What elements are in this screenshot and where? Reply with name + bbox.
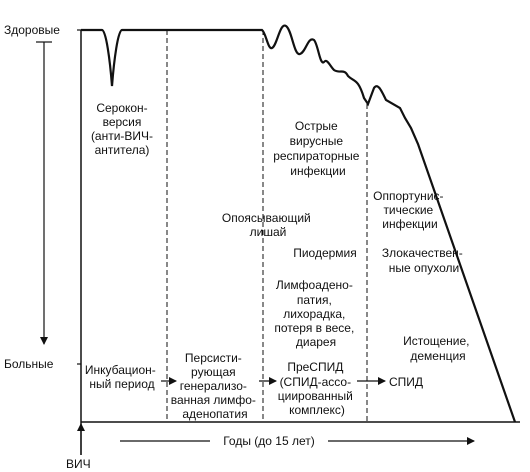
svg-text:Злокачествен- ные опухол: Злокачествен- ные опухоли bbox=[382, 246, 466, 275]
svg-text:Инкубацион- ный период: Инкубацион- ный период bbox=[85, 363, 159, 391]
stage-aids-label: СПИД bbox=[389, 375, 423, 389]
svg-text:ПреСПИД (СПИД-ассо-: ПреСПИД (СПИД-ассо- циированный комплекс… bbox=[278, 360, 356, 417]
svg-text:Лимфоадено- патия,: Лимфоадено- патия, лихорадка, потеря в в… bbox=[274, 278, 357, 349]
tumors-label: Злокачествен- ные опухоли bbox=[382, 246, 466, 275]
pyoderma-label: Пиодермия bbox=[293, 246, 357, 260]
healthy-label: Здоровые bbox=[4, 23, 60, 37]
ill-label: Больные bbox=[4, 357, 54, 371]
seroconversion-label: Серокон-версия (анти-ВИЧ-антитела) bbox=[91, 101, 153, 157]
svg-text:Серокон-версия(анти-ВИЧ-антите: Серокон-версия (анти-ВИЧ-антитела) bbox=[91, 101, 153, 157]
opportunistic-label: Оппортунис- тические инфекции bbox=[373, 189, 447, 231]
years-label: Годы (до 15 лет) bbox=[223, 434, 315, 448]
svg-text:Персисти- рующая г: Персисти- рующая генерализо- ванная лимф… bbox=[171, 351, 260, 421]
acute-infections-label: Острые вирусные респираторные инфекции bbox=[273, 119, 363, 178]
health-curve bbox=[81, 24, 517, 423]
wasting-label: Истощение, деменция bbox=[403, 334, 473, 363]
svg-text:Истощение, деменция: Истощение, деменция bbox=[403, 334, 473, 363]
zoster-label: Опоясывающий лишай bbox=[222, 211, 314, 239]
lymphadenopathy-label: Лимфоадено- патия, лихорадка, потеря в в… bbox=[274, 278, 357, 349]
stage-pgl-label: Персисти- рующая генерализо- ванная лимф… bbox=[171, 351, 260, 421]
svg-text:Острые вирусные ре: Острые вирусные респираторные инфекции bbox=[273, 119, 363, 178]
stage-pre-aids-label: ПреСПИД (СПИД-ассо- циированный комплекс… bbox=[278, 360, 356, 417]
svg-text:Опоясывающий лишай: Опоясывающий лишай bbox=[222, 211, 314, 239]
hiv-label: ВИЧ bbox=[66, 457, 91, 471]
stage-incubation-label: Инкубацион- ный период bbox=[85, 363, 159, 391]
svg-text:Оппортунис- тические: Оппортунис- тические инфекции bbox=[373, 189, 447, 231]
